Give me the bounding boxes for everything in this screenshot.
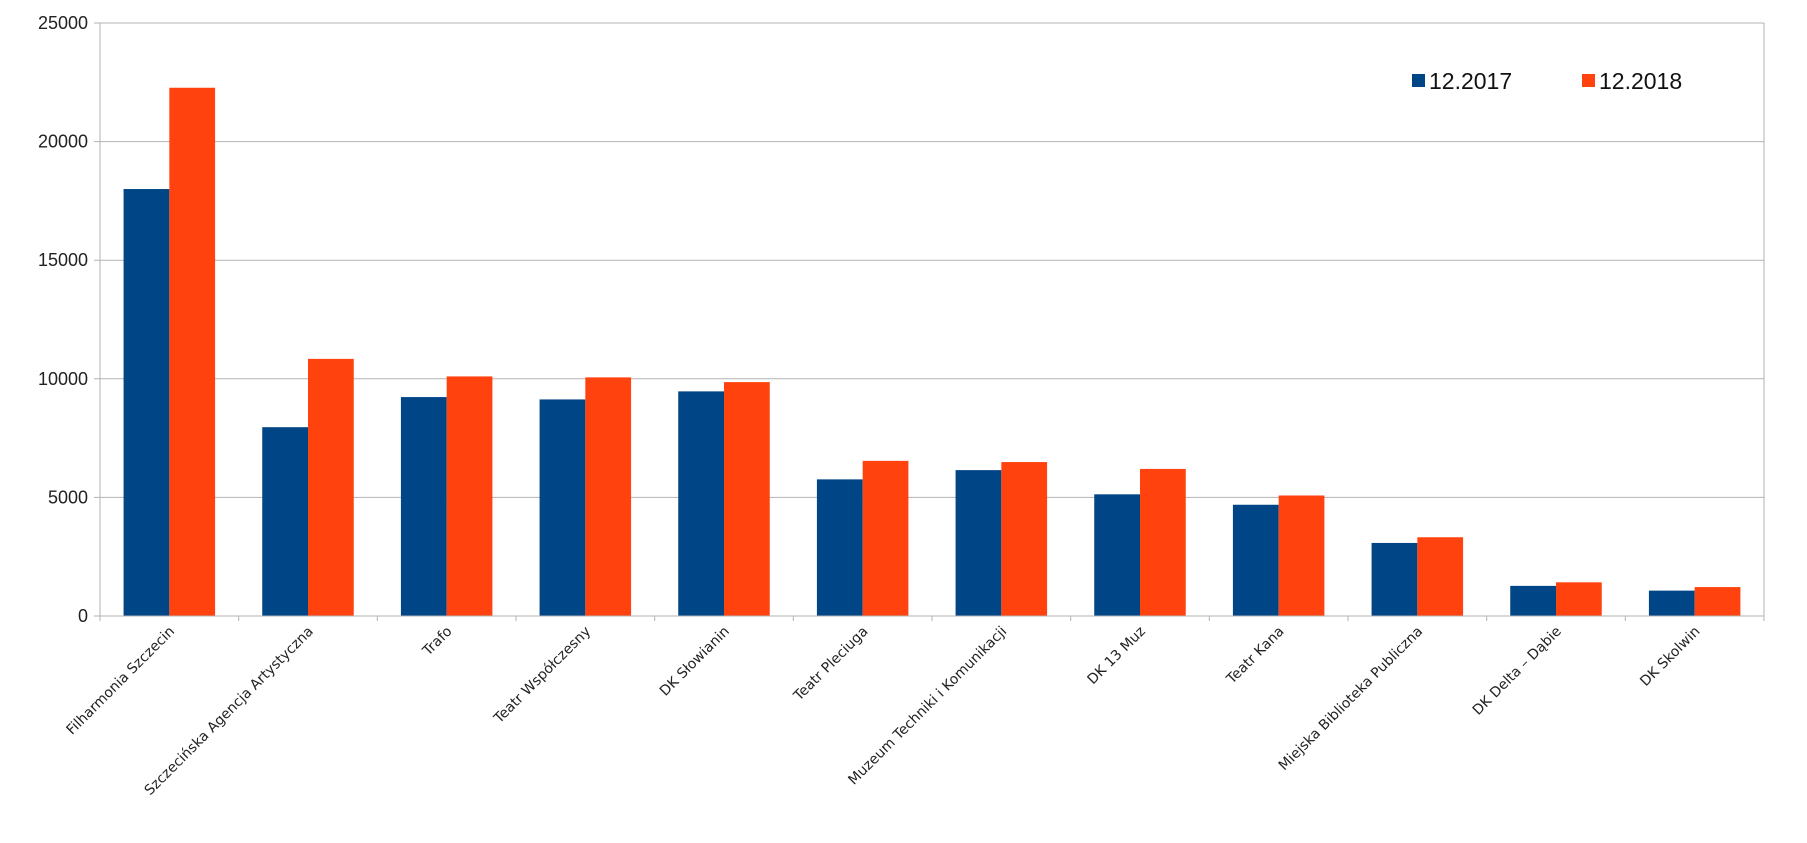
- y-tick-label: 20000: [38, 132, 88, 152]
- bar-12.2017-5: [816, 479, 863, 616]
- bar-12.2018-10: [1556, 582, 1602, 616]
- bar-12.2018-1: [308, 358, 354, 616]
- x-category-label: DK 13 Muz: [1084, 624, 1148, 688]
- bar-12.2017-2: [400, 397, 447, 616]
- bar-12.2018-7: [1140, 468, 1186, 616]
- bar-12.2017-1: [262, 427, 308, 616]
- y-tick-label: 15000: [38, 250, 88, 270]
- bar-12.2017-0: [123, 189, 170, 617]
- bar-12.2018-5: [862, 460, 909, 616]
- bar-12.2018-9: [1417, 537, 1464, 616]
- bar-12.2017-11: [1648, 590, 1695, 616]
- bar-12.2018-8: [1278, 495, 1325, 616]
- bar-12.2018-2: [446, 376, 493, 616]
- bar-12.2017-6: [955, 470, 1002, 616]
- bar-12.2018-6: [1001, 462, 1048, 616]
- bar-12.2017-10: [1510, 585, 1556, 616]
- x-category-label: DK Delta – Dąbie: [1470, 624, 1565, 719]
- bar-12.2018-4: [724, 382, 770, 616]
- bars: [123, 87, 1741, 617]
- y-tick-label: 5000: [48, 487, 88, 507]
- axes: [99, 23, 1765, 621]
- bar-12.2018-11: [1694, 587, 1741, 616]
- y-tick-label: 25000: [38, 13, 88, 33]
- x-category-label: DK Słowianin: [657, 624, 733, 700]
- bar-12.2017-7: [1094, 494, 1140, 616]
- bar-12.2017-3: [539, 399, 586, 616]
- bar-12.2017-9: [1371, 542, 1418, 616]
- y-tick-label: 0: [78, 606, 88, 626]
- x-category-label: Miejska Biblioteka Publiczna: [1276, 624, 1426, 774]
- y-tick-label: 10000: [38, 369, 88, 389]
- legend-label: 12.2018: [1599, 68, 1682, 94]
- bar-12.2017-8: [1232, 504, 1279, 616]
- x-category-label: Teatr Kana: [1223, 624, 1287, 688]
- x-category-label: Szczecińska Agencja Artystyczna: [142, 624, 317, 799]
- bar-12.2018-3: [585, 377, 632, 616]
- x-category-label: DK Skolwin: [1637, 624, 1703, 690]
- bar-12.2017-4: [678, 391, 724, 616]
- y-tick-labels: 0 5000 10000 15000 20000 25000: [38, 13, 88, 626]
- x-category-label: Muzeum Techniki i Komunikacji: [845, 624, 1010, 789]
- legend: 12.2017 12.2018: [1412, 68, 1682, 94]
- x-category-label: Trafo: [419, 624, 455, 660]
- legend-label: 12.2017: [1429, 68, 1512, 94]
- legend-swatch-12.2018: [1582, 74, 1595, 87]
- x-category-label: Teatr Współczesny: [490, 624, 594, 728]
- x-category-label: Teatr Pleciuga: [790, 624, 871, 705]
- legend-swatch-12.2017: [1412, 74, 1425, 87]
- x-category-label: Filharmonia Szczecin: [64, 624, 179, 739]
- bar-12.2018-0: [169, 87, 216, 616]
